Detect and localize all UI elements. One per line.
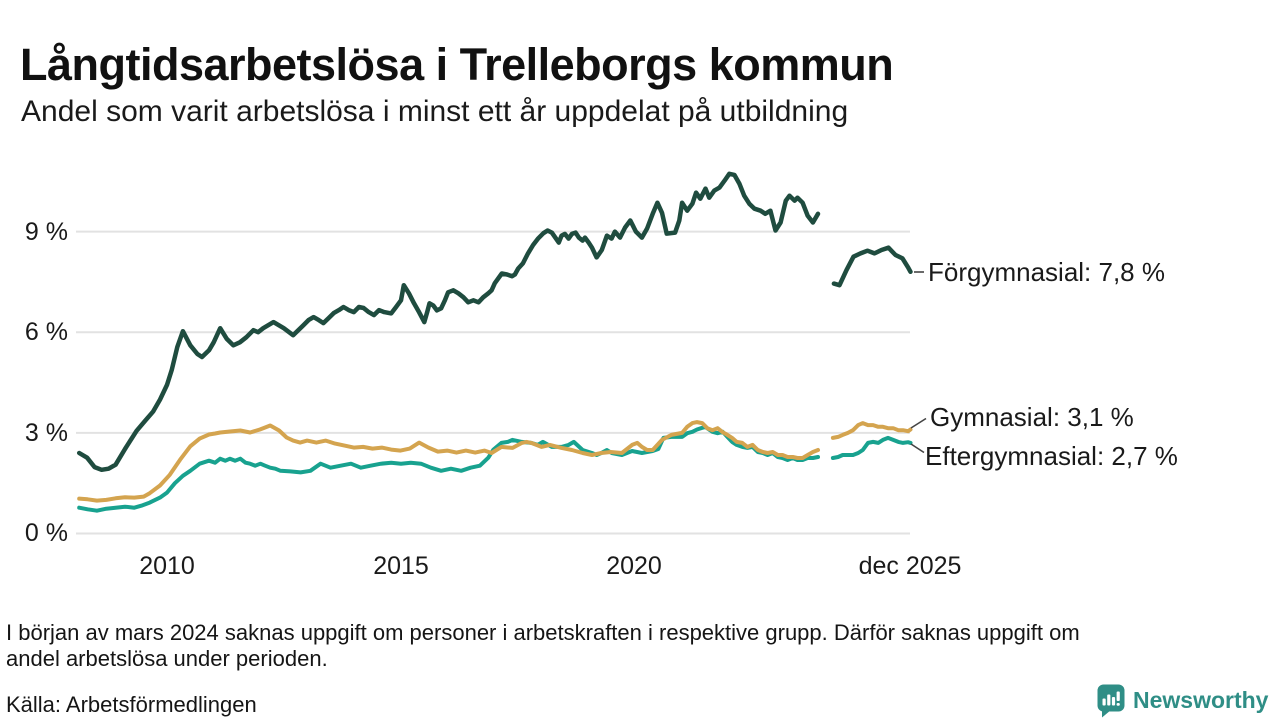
y-axis-tick-6: 6 % — [24, 318, 68, 346]
line-förgymnasial-seg0 — [76, 171, 821, 473]
x-axis-tick-2010: 2010 — [139, 552, 195, 580]
footnote-line-2: andel arbetslösa under perioden. — [6, 646, 328, 671]
newsworthy-wordmark: Newsworthy — [1133, 687, 1269, 713]
line-förgymnasial-seg1 — [831, 245, 913, 288]
series-label-gymnasial: Gymnasial: 3,1 % — [930, 402, 1134, 432]
newsworthy-logo: Newsworthy — [1097, 684, 1268, 718]
leader-line-1 — [910, 417, 927, 429]
y-axis-tick-9: 9 % — [24, 218, 68, 246]
line-gymnasial-seg1 — [830, 421, 913, 440]
footnote-line-1: I början av mars 2024 saknas uppgift om … — [6, 620, 1080, 645]
page-title: Långtidsarbetslösa i Trelleborgs kommun — [20, 39, 894, 91]
line-eftergymnasial-seg1 — [830, 435, 913, 460]
line-eftergymnasial-seg0 — [77, 425, 820, 513]
y-axis-tick-3: 3 % — [24, 419, 68, 447]
newsworthy-bubble-chart-icon — [1097, 684, 1125, 718]
footnote: I början av mars 2024 saknas uppgift om … — [6, 620, 1256, 672]
series-label-eftergymnasial: Eftergymnasial: 2,7 % — [925, 441, 1178, 471]
y-axis-tick-0: 0 % — [24, 519, 68, 547]
page-subtitle: Andel som varit arbetslösa i minst ett å… — [21, 95, 849, 128]
source-credit: Källa: Arbetsförmedlingen — [6, 692, 257, 717]
x-axis-tick-2015: 2015 — [373, 552, 429, 580]
series-label-forgymnasial: Förgymnasial: 7,8 % — [928, 257, 1165, 287]
x-axis-tick-dec-2025: dec 2025 — [858, 552, 962, 580]
line-gymnasial-seg0 — [77, 420, 820, 503]
x-axis-tick-2020: 2020 — [606, 552, 662, 580]
leader-line-2 — [910, 443, 925, 454]
